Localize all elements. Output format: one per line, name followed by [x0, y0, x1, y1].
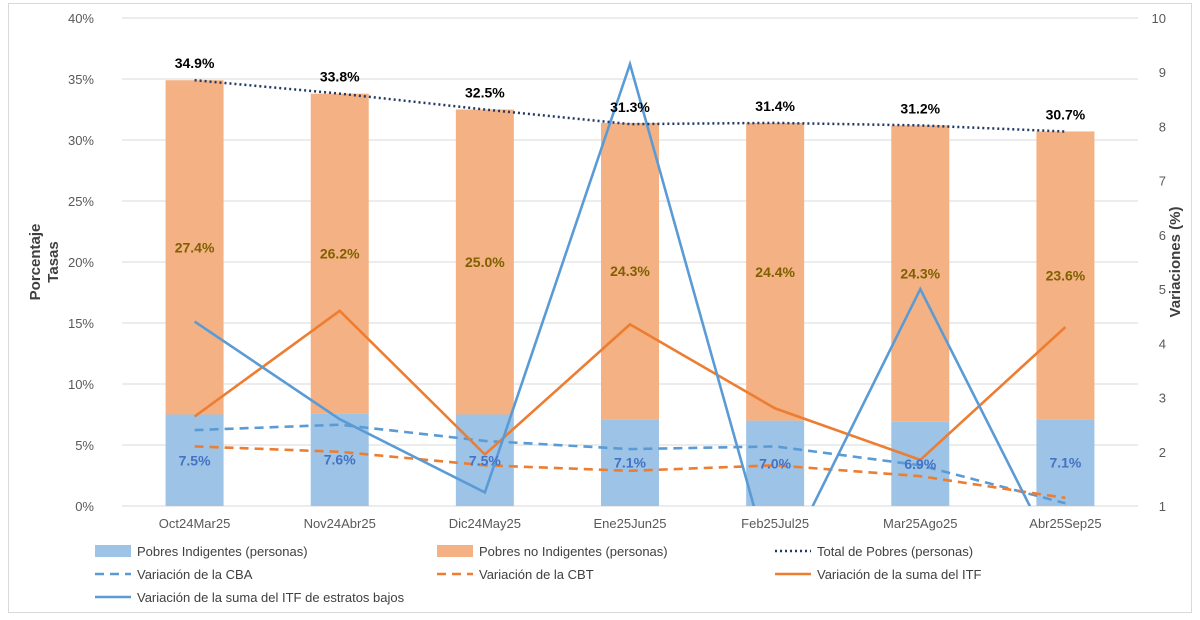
- data-label-indigentes: 7.6%: [324, 452, 356, 468]
- right-tick-label: 3: [1159, 391, 1166, 406]
- data-label-indigentes: 7.5%: [469, 452, 501, 468]
- data-label-no-indigentes: 24.4%: [755, 264, 795, 280]
- right-tick-label: 8: [1159, 119, 1166, 134]
- left-tick-label: 0%: [75, 499, 94, 514]
- data-label-no-indigentes: 26.2%: [320, 245, 360, 261]
- right-tick-label: 5: [1159, 282, 1166, 297]
- bar-no-indigentes: [746, 122, 805, 421]
- bar-no-indigentes: [310, 93, 369, 414]
- legend-label-cbt: Variación de la CBT: [479, 567, 594, 582]
- data-label-indigentes: 7.1%: [1049, 455, 1081, 471]
- data-label-total: 31.2%: [900, 100, 940, 116]
- lines-layer: [193, 59, 1067, 506]
- right-tick-label: 2: [1159, 445, 1166, 460]
- right-tick-label: 10: [1152, 11, 1166, 26]
- bar-indigentes: [746, 420, 805, 506]
- data-label-no-indigentes: 24.3%: [610, 263, 650, 279]
- bar-no-indigentes: [165, 80, 224, 415]
- x-tick-label: Nov24Abr25: [304, 516, 376, 531]
- x-tick-label: Abr25Sep25: [1029, 516, 1101, 531]
- legend-label-total: Total de Pobres (personas): [817, 544, 973, 559]
- x-tick-label: Dic24May25: [449, 516, 521, 531]
- bars-layer: [165, 80, 1095, 506]
- left-axis-title-line1: Porcentaje: [27, 224, 44, 301]
- line-series-total: [194, 78, 1066, 133]
- legend-label-cba: Variación de la CBA: [137, 567, 253, 582]
- data-label-indigentes: 7.0%: [759, 455, 791, 471]
- legend-swatch-nonind: [437, 545, 473, 557]
- data-label-indigentes: 7.5%: [179, 452, 211, 468]
- x-tick-label: Oct24Mar25: [159, 516, 231, 531]
- right-tick-label: 6: [1159, 228, 1166, 243]
- data-label-total: 33.8%: [320, 69, 360, 85]
- bar-no-indigentes: [891, 125, 950, 422]
- x-tick-label: Mar25Ago25: [883, 516, 957, 531]
- bar-no-indigentes: [1036, 131, 1095, 420]
- legend-label-itf: Variación de la suma del ITF: [817, 567, 982, 582]
- data-label-indigentes: 6.9%: [904, 456, 936, 472]
- left-tick-label: 15%: [68, 316, 94, 331]
- x-tick-label: Ene25Jun25: [593, 516, 666, 531]
- data-label-total: 31.4%: [755, 98, 795, 114]
- legend-label-itfb: Variación de la suma del ITF de estratos…: [137, 590, 405, 605]
- data-label-no-indigentes: 23.6%: [1046, 267, 1086, 283]
- left-tick-label: 20%: [68, 255, 94, 270]
- right-tick-label: 9: [1159, 65, 1166, 80]
- left-tick-label: 30%: [68, 133, 94, 148]
- bar-indigentes: [601, 419, 659, 506]
- left-tick-label: 35%: [68, 72, 94, 87]
- data-label-no-indigentes: 27.4%: [175, 239, 215, 255]
- data-label-indigentes: 7.1%: [614, 455, 646, 471]
- data-label-total: 34.9%: [175, 55, 215, 71]
- bar-no-indigentes: [455, 109, 514, 415]
- right-axis-title: Variaciones (%): [1167, 207, 1184, 318]
- legend-swatch-ind: [95, 545, 131, 557]
- x-tick-label: Feb25Jul25: [741, 516, 809, 531]
- right-tick-label: 4: [1159, 336, 1166, 351]
- legend-label-nonind: Pobres no Indigentes (personas): [479, 544, 668, 559]
- line-series-cba: [194, 423, 1066, 505]
- legend: Pobres Indigentes (personas) Pobres no In…: [95, 544, 982, 605]
- data-label-no-indigentes: 25.0%: [465, 254, 505, 270]
- line-series-itf: [193, 309, 1067, 462]
- data-label-total: 30.7%: [1046, 106, 1086, 122]
- data-label-total: 31.3%: [610, 99, 650, 115]
- data-label-no-indigentes: 24.3%: [900, 266, 940, 282]
- left-axis-title-line2: Tasas: [45, 241, 62, 282]
- axes-layer: 0% 5% 10% 15% 20% 25% 30% 35% 40% 1 2 3 4 5 6 7 8 9 10 Oct2…: [68, 11, 1166, 531]
- line-series-itfb: [193, 59, 1032, 506]
- right-tick-label: 1: [1159, 499, 1166, 514]
- legend-label-ind: Pobres Indigentes (personas): [137, 544, 308, 559]
- line-series-cbt: [194, 445, 1066, 500]
- data-label-total: 32.5%: [465, 85, 505, 101]
- bar-indigentes: [1036, 419, 1095, 506]
- right-tick-label: 7: [1159, 174, 1166, 189]
- left-tick-label: 25%: [68, 194, 94, 209]
- data-labels-layer: 7.5% 27.4% 34.9% 7.6% 26.2% 33.8% 7.5% 25.0% 32.…: [175, 55, 1086, 472]
- left-tick-label: 40%: [68, 11, 94, 26]
- bar-no-indigentes: [601, 122, 659, 420]
- left-tick-label: 5%: [75, 438, 94, 453]
- left-tick-label: 10%: [68, 377, 94, 392]
